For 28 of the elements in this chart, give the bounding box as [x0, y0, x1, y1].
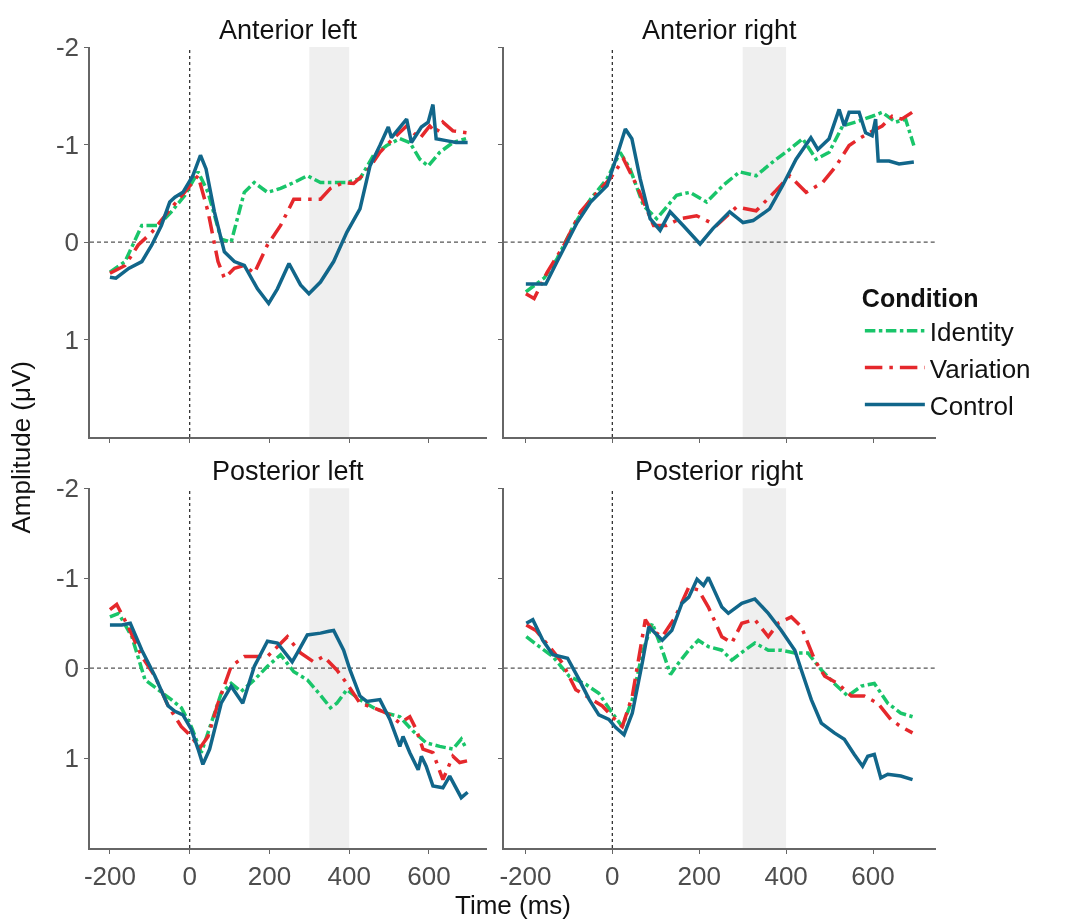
- y-tick-label: -1: [55, 129, 80, 160]
- x-tick-label: 200: [677, 860, 721, 891]
- y-tick-label: -1: [55, 563, 80, 594]
- x-tick-label: 0: [605, 860, 620, 891]
- x-tick-label: -200: [83, 860, 136, 891]
- x-tick-label: 400: [764, 860, 808, 891]
- y-tick-label: -2: [55, 32, 80, 63]
- x-tick-label: 0: [182, 860, 197, 891]
- legend-label: Variation: [929, 353, 1031, 384]
- x-tick-label: 600: [851, 860, 895, 891]
- y-tick-label: 0: [64, 227, 80, 258]
- x-tick-label: 400: [327, 860, 371, 891]
- x-tick-label: 200: [247, 860, 292, 891]
- chart-title: Anterior right: [642, 15, 798, 45]
- chart-title: Posterior left: [212, 456, 365, 486]
- chart-title: Posterior right: [635, 456, 804, 486]
- x-tick-label: -200: [499, 860, 552, 891]
- chart-title: Anterior left: [219, 15, 358, 45]
- y-axis-title: Amplitude (μV): [5, 361, 36, 534]
- y-tick-label: -2: [55, 473, 80, 504]
- legend-title: Condition: [861, 284, 979, 313]
- x-tick-label: 600: [407, 860, 451, 891]
- y-tick-label: 0: [64, 653, 80, 684]
- y-tick-label: 1: [64, 743, 80, 774]
- x-axis-title: Time (ms): [455, 890, 572, 920]
- y-tick-label: 1: [64, 324, 80, 355]
- legend-label: Identity: [929, 316, 1014, 347]
- legend-label: Control: [929, 390, 1014, 421]
